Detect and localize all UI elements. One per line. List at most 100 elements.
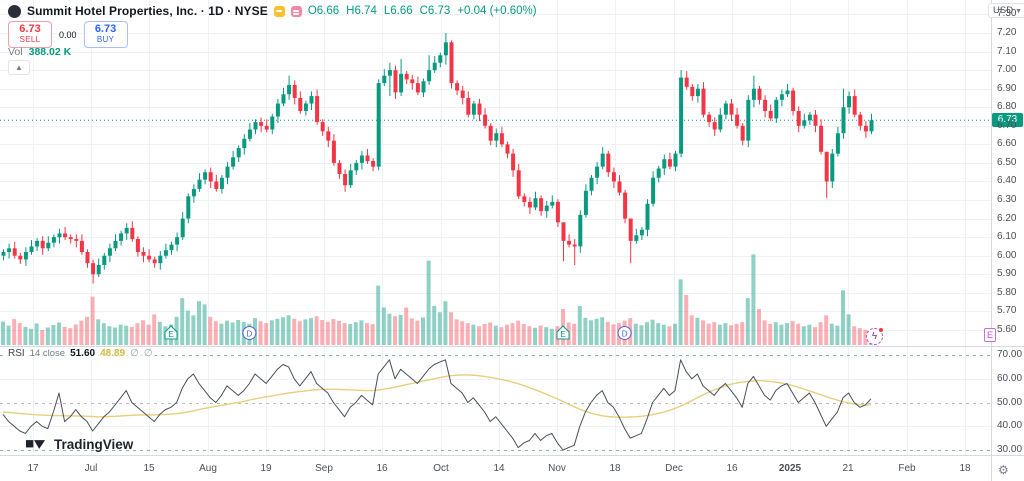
candle-body [572, 244, 577, 247]
rsi-ma-value: 48.89 [100, 348, 126, 359]
candle-body [298, 97, 303, 111]
candle-body [23, 252, 28, 260]
volume-bar [729, 325, 733, 345]
volume-bar [762, 320, 767, 345]
volume-bar [309, 318, 313, 345]
candle-body [757, 88, 762, 100]
dividend-marker-letter: D [247, 330, 253, 339]
candle-body [113, 240, 118, 249]
volume-bar [381, 307, 386, 345]
rsi-tick-label: 40.00 [997, 420, 1023, 432]
volume-bar [113, 327, 117, 345]
symbol-title[interactable]: Summit Hotel Properties, Inc. · 1D · NYS… [27, 4, 268, 18]
chevron-up-icon: ▲ [15, 63, 23, 72]
candle-body [656, 168, 661, 178]
candle-body [796, 110, 801, 126]
candle-body [852, 96, 857, 115]
candle-body [387, 70, 392, 76]
settings-gear-icon[interactable]: ⚙ [998, 463, 1009, 477]
volume-bar [768, 323, 773, 345]
candle-body [292, 84, 297, 98]
dividend-marker[interactable] [242, 326, 257, 340]
candle-body [679, 77, 684, 154]
earnings-marker-letter: E [168, 330, 173, 339]
candle-body [707, 114, 712, 123]
buy-button[interactable]: 6.73 BUY [83, 21, 128, 48]
volume-bar [785, 323, 789, 345]
earnings-marker[interactable] [164, 325, 178, 340]
tradingview-watermark[interactable]: TradingView [26, 437, 133, 452]
dividend-marker[interactable] [617, 326, 632, 340]
sell-button[interactable]: 6.73 SELL [8, 21, 52, 48]
volume-bar [12, 319, 17, 345]
candle-body [511, 153, 516, 171]
volume-bar [320, 320, 325, 345]
volume-bar [219, 323, 224, 345]
candle-body [331, 140, 336, 163]
open-value: O6.66 [307, 5, 340, 17]
volume-bar [505, 324, 509, 345]
volume-bar [426, 260, 431, 345]
candle-body [163, 250, 168, 256]
candle-body [505, 144, 510, 154]
candle-body [449, 42, 454, 84]
watchlist-indicator-icon[interactable] [290, 5, 302, 17]
candle-body [203, 172, 208, 180]
volume-bar [673, 323, 677, 345]
candle-body [628, 218, 633, 241]
rsi-tick-label: 60.00 [997, 372, 1023, 384]
symbol-logo-icon[interactable] [8, 4, 21, 18]
volume-bar [650, 319, 655, 345]
candle-body [12, 248, 17, 256]
volume-bar [264, 323, 269, 345]
volume-bar [465, 323, 470, 345]
candle-body [96, 265, 101, 275]
collapse-panel-button[interactable]: ▲ [8, 60, 30, 75]
candle-body [309, 96, 314, 104]
rsi-params: 14 close [29, 348, 66, 359]
candle-body [729, 103, 734, 115]
candle-body [421, 81, 426, 93]
candle-body [29, 246, 34, 253]
candle-body [180, 218, 185, 238]
volume-bar [437, 312, 442, 345]
volume-bar [141, 320, 145, 345]
volume-bar [124, 325, 129, 345]
candle-body [18, 255, 23, 260]
upcoming-earnings-badge[interactable]: E [984, 328, 996, 342]
volume-bar [415, 320, 420, 345]
candle-body [275, 103, 280, 117]
time-tick-label: 19 [260, 463, 272, 474]
candle-body [197, 179, 202, 189]
rsi-legend[interactable]: RSI 14 close 51.60 48.89 ∅ ∅ [6, 348, 155, 359]
earnings-marker[interactable] [556, 325, 570, 340]
volume-bar [544, 327, 549, 345]
volume-bar [90, 296, 95, 345]
volume-bar [45, 327, 50, 345]
candle-body [555, 201, 560, 223]
currency-selector[interactable]: USD ▼ [988, 3, 1024, 18]
price-tick-label: 6.60 [997, 138, 1017, 150]
volume-bar [521, 324, 526, 345]
volume-bar [600, 317, 605, 345]
time-tick-label: Sep [315, 463, 333, 474]
volume-bar [129, 326, 134, 345]
volume-bar [432, 305, 437, 345]
volume-bar [818, 322, 823, 345]
candle-body [567, 240, 572, 245]
volume-bar [572, 323, 577, 345]
instant-trading-button[interactable]: ϟ [866, 328, 883, 345]
volume-bar [835, 325, 840, 345]
candle-body [488, 125, 493, 141]
price-tick-label: 6.90 [997, 82, 1017, 94]
volume-bar [62, 326, 67, 345]
volume-bar [258, 321, 263, 345]
hot-indicator-icon[interactable] [273, 5, 285, 17]
volume-bar [51, 325, 56, 345]
volume-bar [40, 330, 45, 345]
candle-body [466, 97, 471, 115]
volume-bar [661, 324, 666, 345]
volume-bar [796, 323, 801, 345]
